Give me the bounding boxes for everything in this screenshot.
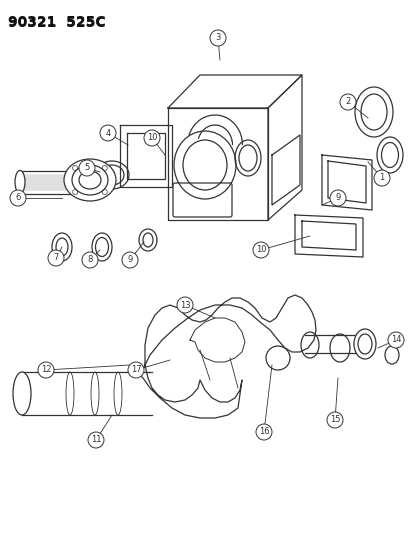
Circle shape — [48, 250, 64, 266]
Text: 16: 16 — [258, 427, 269, 437]
Text: 17: 17 — [131, 366, 141, 375]
Text: 2: 2 — [344, 98, 350, 107]
Text: 15: 15 — [329, 416, 339, 424]
Text: 11: 11 — [90, 435, 101, 445]
Text: 9: 9 — [335, 193, 340, 203]
Ellipse shape — [15, 171, 25, 193]
Circle shape — [128, 362, 144, 378]
Text: 9: 9 — [127, 255, 132, 264]
Text: 4: 4 — [105, 128, 110, 138]
Circle shape — [209, 30, 225, 46]
Circle shape — [88, 432, 104, 448]
Circle shape — [339, 94, 355, 110]
Circle shape — [79, 160, 95, 176]
Text: 3: 3 — [215, 34, 220, 43]
Circle shape — [144, 130, 159, 146]
Text: 14: 14 — [390, 335, 400, 344]
Text: 10: 10 — [255, 246, 266, 254]
Circle shape — [255, 424, 271, 440]
Circle shape — [122, 252, 138, 268]
Circle shape — [38, 362, 54, 378]
Ellipse shape — [64, 159, 116, 201]
Circle shape — [100, 125, 116, 141]
Ellipse shape — [353, 329, 375, 359]
Text: 7: 7 — [53, 254, 59, 262]
Text: 12: 12 — [40, 366, 51, 375]
Circle shape — [10, 190, 26, 206]
Circle shape — [387, 332, 403, 348]
Text: 90321  525C: 90321 525C — [8, 16, 105, 30]
Text: 1: 1 — [378, 174, 384, 182]
Text: 90321  525C: 90321 525C — [8, 15, 105, 29]
Circle shape — [252, 242, 268, 258]
Text: 13: 13 — [179, 301, 190, 310]
Text: 8: 8 — [87, 255, 93, 264]
Ellipse shape — [13, 372, 31, 415]
Text: 5: 5 — [84, 164, 89, 173]
Circle shape — [177, 297, 192, 313]
Circle shape — [82, 252, 98, 268]
Text: 6: 6 — [15, 193, 21, 203]
Circle shape — [329, 190, 345, 206]
Circle shape — [373, 170, 389, 186]
Text: 10: 10 — [146, 133, 157, 142]
Circle shape — [326, 412, 342, 428]
